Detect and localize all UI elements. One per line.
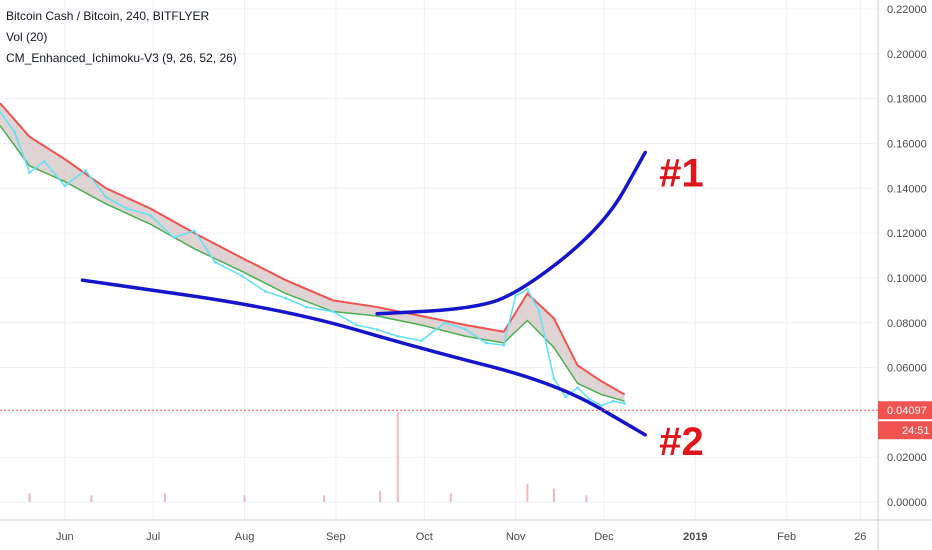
ichimoku-cloud: [0, 102, 626, 402]
x-tick-label: Aug: [235, 531, 255, 543]
price-point: [305, 305, 308, 309]
time-axis: Jun Jul Aug Sep Oct Nov Dec 2019 Feb 26: [56, 531, 867, 543]
price-point: [213, 260, 217, 264]
annotation-label: #1: [659, 151, 704, 195]
y-tick-label: 0.08000: [887, 318, 927, 330]
price-point: [84, 168, 87, 172]
price-point: [484, 341, 488, 345]
price-line: [0, 111, 625, 407]
price-point: [263, 289, 267, 293]
price-point: [564, 395, 568, 399]
cloud-fill: [0, 103, 625, 402]
volume-bar: [379, 490, 382, 503]
x-tick-label: Sep: [326, 531, 346, 543]
y-tick-label: 0.14000: [887, 183, 927, 195]
grid: [0, 0, 878, 520]
y-tick-label: 0.12000: [887, 228, 927, 240]
price-point: [525, 287, 529, 291]
price-point: [0, 110, 2, 114]
cloud-upper-line: [0, 102, 626, 396]
price-point: [104, 195, 108, 199]
volume-bar: [323, 495, 326, 503]
countdown-label: 24:51: [902, 425, 930, 437]
x-tick-label: Feb: [777, 531, 796, 543]
volume-bars: [28, 412, 588, 503]
volume-bar: [526, 484, 529, 503]
price-point: [514, 294, 518, 298]
x-tick-label: Jul: [146, 531, 160, 543]
y-tick-label: 0.18000: [887, 94, 927, 106]
price-point: [63, 184, 67, 188]
annotations: #1 #2: [80, 150, 704, 464]
y-tick-label: 0.00000: [887, 497, 927, 509]
y-tick-label: 0.20000: [887, 49, 927, 61]
price-point: [148, 213, 152, 217]
legend-indicator[interactable]: CM_Enhanced_Ichimoku-V3 (9, 26, 52, 26): [6, 51, 237, 65]
volume-bar: [585, 495, 588, 503]
price-point: [125, 207, 129, 210]
x-tick-label: Oct: [416, 531, 433, 543]
last-price-label: 0.04097: [887, 405, 927, 417]
volume-bar: [552, 488, 555, 503]
annotation-curve: [80, 278, 647, 437]
price-point: [42, 159, 46, 163]
legend-volume[interactable]: Vol (20): [6, 30, 48, 44]
price-point: [331, 310, 335, 313]
volume-bar: [28, 493, 31, 503]
x-tick-label: Jun: [56, 531, 74, 543]
price-series: [0, 110, 627, 408]
x-tick-label: Nov: [506, 531, 526, 543]
price-point: [172, 236, 176, 239]
price-point: [13, 130, 17, 134]
price-point: [502, 343, 506, 347]
legend-symbol[interactable]: Bitcoin Cash / Bitcoin, 240, BITFLYER: [6, 9, 210, 23]
y-tick-label: 0.06000: [887, 363, 927, 375]
x-tick-label: Dec: [594, 531, 614, 543]
price-point: [375, 328, 379, 331]
price-point: [611, 399, 615, 403]
price-point: [552, 377, 556, 381]
price-point: [284, 296, 288, 300]
price-point: [443, 321, 447, 325]
price-point: [464, 328, 467, 331]
price-point: [599, 404, 603, 408]
y-tick-label: 0.22000: [887, 4, 927, 16]
y-tick-label: 0.02000: [887, 452, 927, 464]
price-point: [355, 323, 358, 327]
y-tick-label: 0.16000: [887, 138, 927, 150]
countdown-badge: [878, 421, 932, 440]
price-point: [587, 397, 591, 401]
price-point: [396, 334, 400, 338]
chart-legend: Bitcoin Cash / Bitcoin, 240, BITFLYER Vo…: [6, 6, 237, 69]
price-point: [576, 386, 579, 390]
annotation-curve: [375, 150, 647, 316]
volume-bar: [243, 495, 246, 503]
volume-bar: [90, 495, 93, 503]
price-point: [240, 274, 243, 278]
cloud-lower-line: [0, 125, 625, 402]
price-point: [623, 402, 627, 405]
y-tick-label: 0.10000: [887, 273, 927, 285]
annotation-label: #2: [659, 420, 704, 464]
x-tick-label: 26: [854, 531, 866, 543]
volume-bar: [449, 493, 452, 503]
x-tick-label: 2019: [683, 531, 707, 543]
volume-bar: [396, 412, 399, 503]
price-point: [28, 171, 31, 174]
price-point: [419, 339, 423, 343]
price-point: [193, 229, 196, 233]
last-price-badge: [878, 401, 932, 420]
volume-bar: [163, 493, 166, 503]
price-point: [537, 310, 541, 313]
